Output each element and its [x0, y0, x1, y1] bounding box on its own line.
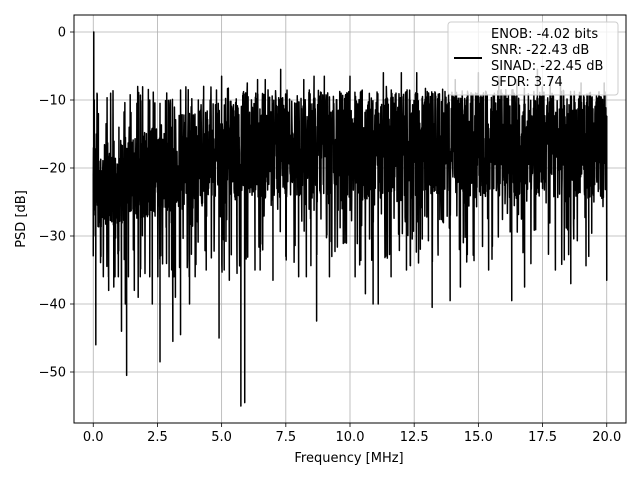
- y-tick-label: −20: [39, 162, 66, 177]
- legend-line-sfdr: SFDR: 3.74: [491, 75, 563, 90]
- x-tick-label: 15.0: [464, 430, 493, 445]
- y-axis-ticks: 0 −10 −20 −30 −40 −50: [39, 26, 74, 381]
- x-tick-label: 17.5: [528, 430, 557, 445]
- y-tick-label: −10: [39, 94, 66, 109]
- y-tick-label: −30: [39, 230, 66, 245]
- legend-line-enob: ENOB: -4.02 bits: [491, 27, 598, 42]
- x-tick-label: 2.5: [147, 430, 168, 445]
- psd-series-line: [92, 31, 608, 407]
- x-axis-label: Frequency [MHz]: [294, 451, 403, 466]
- y-axis-label: PSD [dB]: [14, 190, 29, 248]
- legend-line-sinad: SINAD: -22.45 dB: [491, 59, 603, 74]
- x-tick-label: 0.0: [83, 430, 104, 445]
- x-tick-label: 20.0: [592, 430, 621, 445]
- x-tick-label: 7.5: [275, 430, 296, 445]
- x-tick-label: 10.0: [336, 430, 365, 445]
- y-tick-label: 0: [58, 26, 66, 41]
- y-tick-label: −50: [39, 366, 66, 381]
- x-tick-label: 12.5: [400, 430, 429, 445]
- y-tick-label: −40: [39, 298, 66, 313]
- legend-box: [447, 21, 619, 96]
- series-group: [92, 31, 608, 407]
- x-tick-label: 5.0: [211, 430, 232, 445]
- x-axis-ticks: 0.0 2.5 5.0 7.5 10.0 12.5 15.0 17.5 20.0: [83, 423, 621, 445]
- legend: ENOB: -4.02 bits SNR: -22.43 dB SINAD: -…: [447, 21, 619, 96]
- legend-line-snr: SNR: -22.43 dB: [491, 43, 589, 58]
- plot-area: [92, 31, 608, 407]
